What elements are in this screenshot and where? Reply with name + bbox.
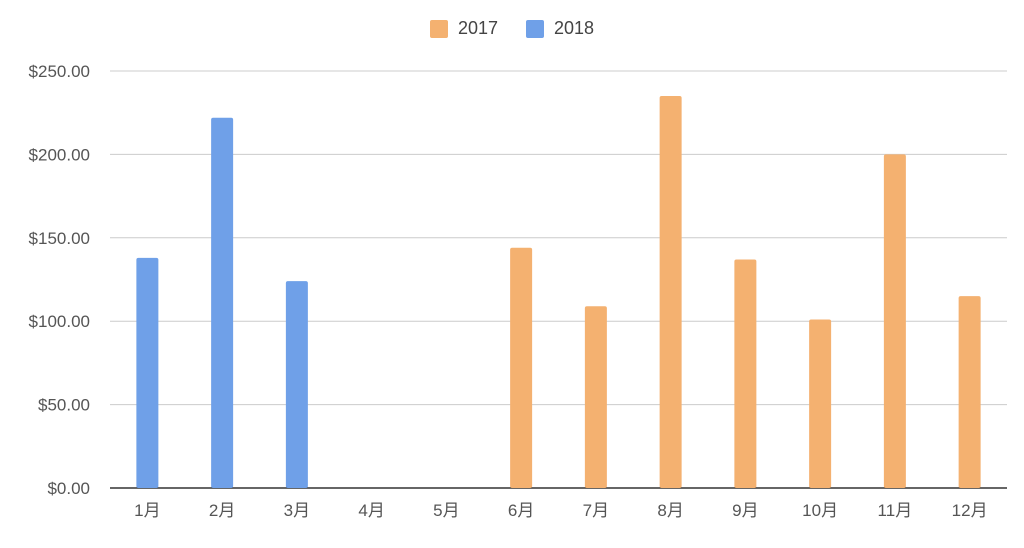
bar-2017-7月 [584,306,607,488]
bar-2017-9月 [734,259,757,488]
x-tick-label: 1月 [134,501,160,520]
legend-label-2018: 2018 [554,18,595,38]
x-tick-label: 6月 [508,501,534,520]
bar-2017-8月 [659,96,682,489]
x-tick-label: 10月 [802,501,838,520]
x-tick-label: 12月 [952,501,988,520]
x-tick-label: 9月 [732,501,758,520]
legend-swatch-2017 [429,19,448,38]
x-tick-label: 3月 [284,501,310,520]
x-tick-label: 11月 [878,501,913,520]
bar-2017-6月 [510,247,533,488]
y-tick-label: $200.00 [29,145,90,164]
bar-2018-2月 [211,117,234,488]
x-tick-label: 2月 [209,501,235,520]
legend: 2017 2018 [0,18,1024,39]
bar-2017-11月 [883,154,906,488]
legend-swatch-2018 [526,19,544,38]
legend-item-2018: 2018 [526,18,594,39]
y-tick-label: $250.00 [29,62,90,81]
x-tick-label: 7月 [583,501,609,520]
y-tick-label: $0.00 [47,479,90,498]
bar-2017-12月 [958,296,981,488]
legend-label-2017: 2017 [457,18,498,38]
legend-item-2017: 2017 [429,18,498,39]
x-tick-label: 5月 [433,501,459,520]
x-tick-label: 8月 [657,501,683,520]
y-tick-label: $150.00 [29,229,90,248]
x-tick-label: 4月 [358,501,384,520]
bar-2018-1月 [136,257,159,488]
bar-2017-10月 [809,319,832,488]
y-tick-label: $50.00 [38,396,90,415]
y-tick-label: $100.00 [29,312,90,331]
bar-2018-3月 [285,281,308,488]
